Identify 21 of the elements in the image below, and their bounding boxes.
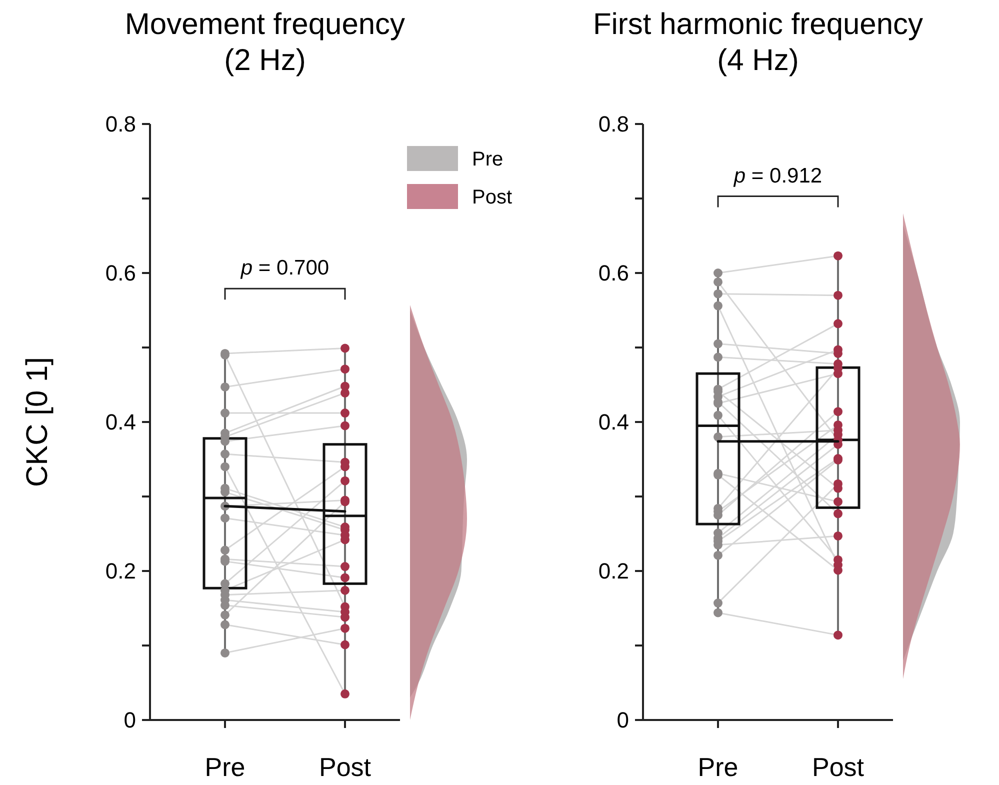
chart-title: Movement frequency (2 Hz) bbox=[124, 8, 406, 77]
y-tick-label: 0.8 bbox=[598, 112, 629, 137]
x-tick-label: Post bbox=[318, 752, 372, 782]
y-tick-label: 0.2 bbox=[598, 558, 629, 584]
y-tick-label: 0.6 bbox=[598, 260, 629, 286]
y-tick-label: 0 bbox=[616, 708, 629, 733]
y-tick-label: 0.4 bbox=[105, 410, 136, 435]
y-axis-title: CKC [0 1] bbox=[21, 356, 54, 488]
y-tick-label: 0.2 bbox=[105, 558, 136, 584]
legend-label: Pre bbox=[472, 148, 504, 170]
legend-label: Post bbox=[472, 186, 512, 208]
x-tick-label: Pre bbox=[698, 752, 738, 782]
chart-title: First harmonic frequency (4 Hz) bbox=[592, 8, 924, 77]
x-tick-label: Post bbox=[812, 752, 865, 782]
x-tick-label: Pre bbox=[204, 752, 246, 782]
y-tick-label: 0 bbox=[124, 708, 136, 733]
y-tick-label: 0.8 bbox=[105, 112, 136, 137]
y-tick-label: 0.4 bbox=[598, 410, 629, 435]
annotation: p = 0.700 bbox=[240, 256, 330, 280]
annotation: p = 0.912 bbox=[732, 164, 822, 188]
y-tick-label: 0.6 bbox=[105, 260, 136, 286]
